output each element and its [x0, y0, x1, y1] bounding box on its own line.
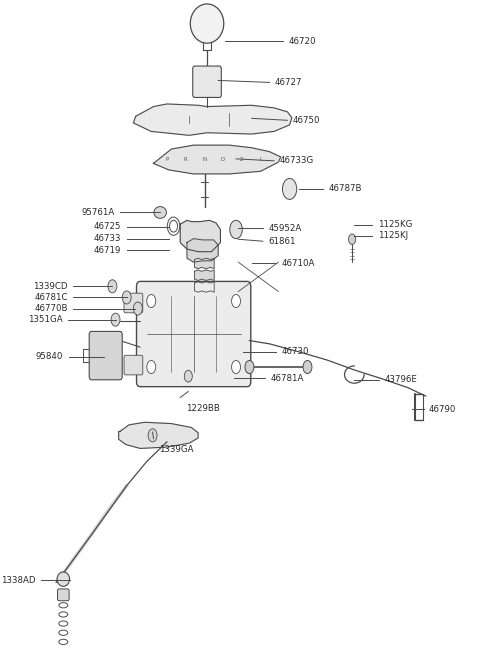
Text: 46720: 46720 — [288, 37, 316, 46]
Text: 61861: 61861 — [268, 236, 296, 246]
Circle shape — [303, 360, 312, 373]
FancyBboxPatch shape — [136, 282, 251, 386]
Circle shape — [122, 291, 131, 304]
Polygon shape — [154, 145, 281, 174]
Circle shape — [111, 313, 120, 326]
Text: 46710A: 46710A — [282, 259, 315, 268]
Text: 46727: 46727 — [275, 78, 302, 87]
Polygon shape — [194, 258, 214, 269]
Text: 2: 2 — [240, 157, 244, 162]
Text: 1339CD: 1339CD — [33, 282, 68, 291]
Text: 1125KG: 1125KG — [378, 220, 412, 229]
Text: 46781C: 46781C — [34, 293, 68, 302]
Circle shape — [148, 429, 157, 442]
Text: 46790: 46790 — [429, 405, 456, 414]
Text: 45952A: 45952A — [268, 223, 301, 233]
Ellipse shape — [190, 4, 224, 43]
Ellipse shape — [57, 572, 70, 586]
Circle shape — [108, 280, 117, 293]
Text: 1351GA: 1351GA — [28, 315, 62, 324]
FancyBboxPatch shape — [124, 355, 143, 375]
Circle shape — [348, 234, 356, 244]
Circle shape — [231, 360, 240, 373]
Text: 95840: 95840 — [36, 352, 63, 362]
Text: P: P — [165, 157, 168, 162]
Text: 46730: 46730 — [282, 347, 309, 356]
Text: 1229BB: 1229BB — [186, 404, 219, 413]
Text: 43796E: 43796E — [384, 375, 417, 384]
Text: N: N — [202, 157, 206, 162]
Circle shape — [133, 302, 142, 315]
FancyBboxPatch shape — [58, 589, 69, 601]
Circle shape — [282, 178, 297, 199]
Circle shape — [147, 295, 156, 308]
FancyBboxPatch shape — [193, 66, 221, 98]
Circle shape — [230, 220, 242, 238]
Circle shape — [231, 295, 240, 308]
Polygon shape — [194, 282, 214, 292]
Text: 46725: 46725 — [94, 222, 121, 231]
Polygon shape — [180, 220, 220, 252]
Text: 95761A: 95761A — [82, 208, 115, 217]
Text: 1339GA: 1339GA — [159, 445, 193, 454]
FancyBboxPatch shape — [89, 331, 122, 380]
Text: 46787B: 46787B — [328, 185, 362, 193]
Circle shape — [169, 220, 178, 232]
Text: 46781A: 46781A — [270, 374, 304, 383]
Text: 46733G: 46733G — [279, 157, 313, 165]
Text: 1125KJ: 1125KJ — [378, 231, 408, 240]
Circle shape — [147, 360, 156, 373]
Text: R: R — [184, 157, 188, 162]
Circle shape — [245, 360, 254, 373]
Text: 46719: 46719 — [94, 246, 121, 255]
Text: L: L — [259, 157, 262, 162]
Polygon shape — [133, 104, 292, 136]
Ellipse shape — [154, 206, 167, 218]
Text: D: D — [221, 157, 225, 162]
Text: 46750: 46750 — [293, 116, 320, 125]
Circle shape — [184, 370, 192, 382]
Polygon shape — [187, 238, 218, 262]
Polygon shape — [119, 422, 198, 449]
Polygon shape — [194, 270, 214, 280]
Text: 46770B: 46770B — [34, 304, 68, 313]
FancyBboxPatch shape — [124, 293, 143, 313]
Text: 46733: 46733 — [94, 234, 121, 243]
Text: 1338AD: 1338AD — [1, 576, 36, 585]
